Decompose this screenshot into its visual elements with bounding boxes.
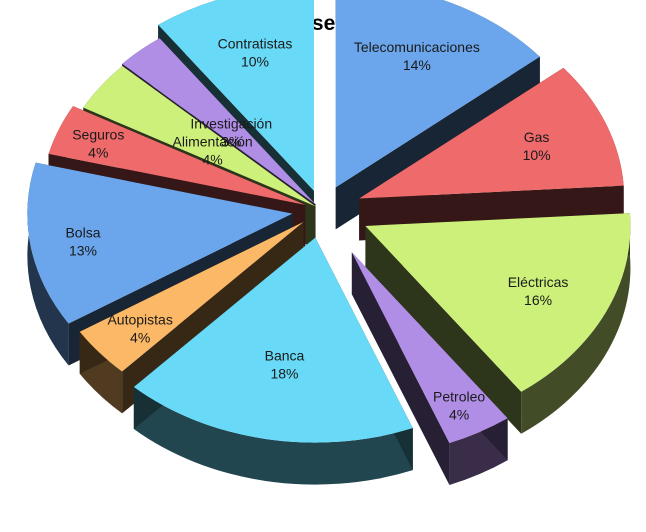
slice-bolsa-side [27,162,69,366]
slice-banca-value-label: 18% [270,365,298,381]
slice-telecomunicaciones-value-label: 14% [403,57,431,73]
slice-electricas [365,213,631,392]
slice-autopistas [79,221,304,372]
slice-bolsa [27,162,293,324]
slice-alimentacion-label: Alimentación [173,133,253,149]
slice-gas-label: Gas [524,129,550,145]
pie-top-layer [27,0,631,443]
slice-autopistas-label: Autopistas [107,311,172,327]
slice-telecomunicaciones [335,0,540,188]
slice-contratistas [158,0,314,191]
slice-seguros [48,106,306,205]
slice-investigacion-value-label: 3% [221,133,241,149]
pie-labels: Telecomunicaciones 14% Gas 10% Eléctricas 16%… [65,35,568,422]
slice-telecomunicaciones-label: Telecomunicaciones [354,39,480,55]
slice-petroleo-wall-1 [351,252,450,485]
slice-seguros-label: Seguros [72,126,124,142]
slice-electricas-value-label: 16% [524,292,552,308]
slice-gas-value-label: 10% [523,147,551,163]
slice-contratistas-value-label: 10% [241,53,269,69]
slice-petroleo-label: Petroleo [433,388,485,404]
slice-electricas-side [521,213,631,434]
slice-investigacion [122,38,316,205]
slice-banca-label: Banca [265,347,305,363]
slice-alimentacion-value-label: 4% [203,151,223,167]
slice-petroleo-value-label: 4% [449,406,469,422]
slice-gas [359,67,624,199]
slice-seguros-value-label: 4% [88,144,108,160]
slice-electricas-wall-1 [365,225,522,434]
slice-petroleo [351,252,508,443]
slice-bolsa-value-label: 13% [69,242,97,258]
slice-autopistas-value-label: 4% [130,329,150,345]
slice-banca [133,237,413,443]
slice-banca-side [133,387,413,485]
slice-electricas-label: Eléctricas [508,274,569,290]
slice-investigacion-label: Investigación [190,115,272,131]
slice-alimentacion [83,66,316,207]
slice-bolsa-label: Bolsa [65,224,100,240]
slice-contratistas-label: Contratistas [218,35,293,51]
